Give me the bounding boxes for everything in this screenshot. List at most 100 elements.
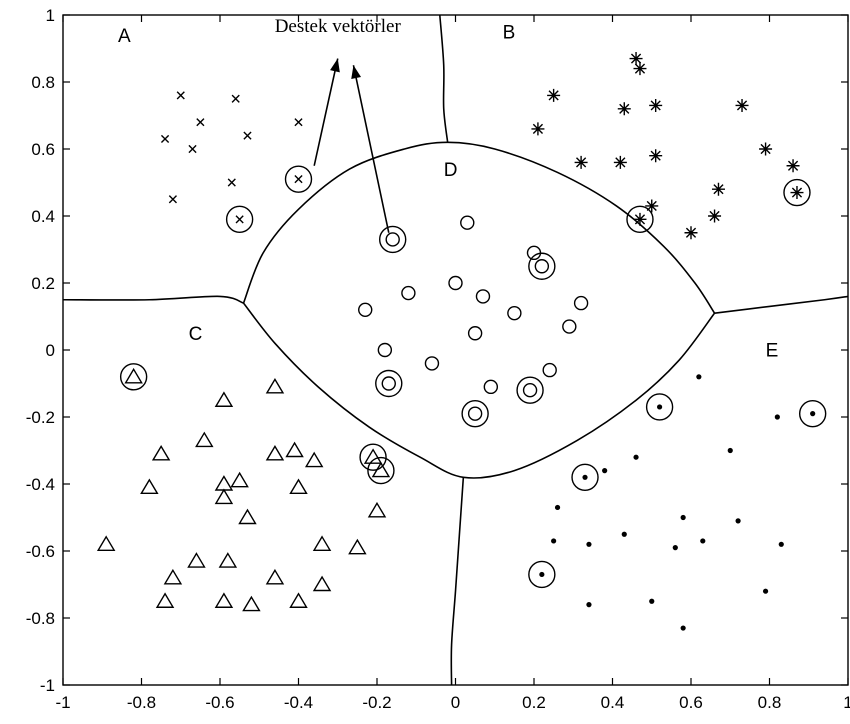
point-triangle bbox=[155, 592, 175, 608]
point-dot bbox=[582, 474, 588, 480]
boundary-D-top bbox=[242, 141, 716, 314]
x-tick-label: -0.4 bbox=[284, 693, 313, 712]
region-label-C: C bbox=[189, 324, 203, 345]
annotation-arrow bbox=[313, 58, 339, 166]
y-tick-label: 0.2 bbox=[31, 274, 55, 293]
point-dot bbox=[602, 468, 608, 474]
y-tick-label: -0.6 bbox=[26, 542, 55, 561]
point-dot bbox=[586, 602, 592, 608]
point-circle bbox=[507, 305, 522, 321]
x-axis-ticks: -1 -0.8 -0.6 -0.4 -0.2 0 0.2 0.4 0.6 0.8 1 bbox=[55, 15, 850, 712]
point-dot bbox=[727, 447, 733, 454]
y-tick-label: -0.4 bbox=[26, 475, 55, 494]
point-triangle bbox=[124, 367, 143, 384]
x-tick-label: 0.8 bbox=[758, 693, 782, 712]
point-x bbox=[188, 144, 197, 154]
point-circle bbox=[385, 232, 400, 247]
region-label-A: A bbox=[118, 26, 131, 47]
point-star bbox=[790, 186, 804, 200]
point-dot bbox=[778, 541, 784, 547]
support-vector-ring bbox=[528, 560, 556, 589]
point-dot bbox=[621, 531, 627, 537]
y-tick-label: 0.6 bbox=[31, 140, 55, 159]
point-circle bbox=[467, 406, 483, 421]
point-dot bbox=[649, 598, 655, 604]
point-triangle bbox=[363, 448, 383, 464]
point-star bbox=[531, 122, 545, 136]
point-triangle bbox=[214, 592, 234, 608]
point-dot bbox=[700, 538, 706, 544]
point-dot bbox=[680, 625, 686, 631]
point-x bbox=[168, 195, 177, 204]
point-circle bbox=[542, 362, 557, 378]
point-star bbox=[649, 149, 663, 163]
y-tick-label: 0.4 bbox=[31, 207, 55, 226]
point-dot bbox=[657, 404, 663, 410]
y-tick-label: -0.8 bbox=[26, 609, 55, 628]
point-triangle bbox=[285, 441, 304, 458]
point-circle bbox=[401, 285, 416, 301]
point-dot bbox=[680, 514, 686, 521]
point-triangle bbox=[214, 391, 234, 407]
x-tick-label: 0.6 bbox=[679, 693, 703, 712]
support-vector-ring bbox=[225, 205, 254, 234]
region-label-B: B bbox=[503, 22, 516, 43]
x-tick-label: 1 bbox=[843, 693, 850, 712]
point-circle bbox=[377, 342, 393, 358]
point-star bbox=[633, 62, 647, 76]
support-vector-ring bbox=[516, 376, 544, 404]
point-star bbox=[613, 155, 627, 169]
support-vector-rings bbox=[119, 165, 827, 589]
support-vector-annotation: Destek vektörler bbox=[275, 16, 401, 233]
point-circle bbox=[534, 259, 550, 274]
point-x bbox=[231, 94, 240, 103]
x-tick-label: 0.2 bbox=[522, 693, 546, 712]
point-dot bbox=[633, 454, 639, 460]
support-vector-ring bbox=[375, 369, 403, 398]
support-vector-ring bbox=[571, 463, 599, 491]
point-dot bbox=[551, 538, 557, 544]
support-vector-ring bbox=[119, 363, 148, 391]
point-x bbox=[235, 215, 244, 224]
boundary-C-E bbox=[450, 477, 465, 686]
point-triangle bbox=[214, 488, 234, 505]
support-vector-ring bbox=[528, 252, 556, 280]
point-dot bbox=[810, 411, 816, 417]
point-triangle bbox=[187, 552, 206, 568]
point-triangle bbox=[304, 451, 324, 468]
support-vector-ring bbox=[461, 399, 489, 428]
x-tick-label: 0.4 bbox=[601, 693, 625, 712]
boundary-B-E bbox=[714, 295, 849, 314]
point-star bbox=[547, 88, 561, 102]
point-dot bbox=[696, 374, 702, 380]
point-circle bbox=[467, 326, 483, 341]
point-star bbox=[711, 182, 725, 196]
x-tick-label: 0 bbox=[451, 693, 460, 712]
annotation-arrow bbox=[352, 65, 390, 233]
point-star bbox=[629, 52, 643, 66]
point-triangle bbox=[163, 568, 183, 585]
point-dot bbox=[774, 414, 780, 420]
y-tick-label: 1 bbox=[46, 6, 55, 25]
data-points bbox=[96, 52, 816, 631]
region-labels: A B C D E bbox=[118, 22, 778, 361]
boundary-A-C bbox=[62, 295, 244, 304]
point-star bbox=[759, 142, 773, 156]
point-x bbox=[294, 118, 303, 127]
point-triangle bbox=[151, 444, 171, 461]
point-star bbox=[633, 212, 647, 226]
point-x bbox=[196, 118, 205, 127]
y-tick-label: -0.2 bbox=[26, 408, 55, 427]
point-circle bbox=[483, 379, 499, 395]
point-triangle bbox=[312, 575, 332, 592]
region-label-E: E bbox=[766, 341, 779, 362]
point-star bbox=[786, 159, 800, 173]
point-circle bbox=[381, 376, 396, 391]
point-dot bbox=[762, 588, 769, 594]
point-triangle bbox=[140, 478, 159, 495]
annotation-arrowhead bbox=[330, 58, 340, 73]
support-vector-ring bbox=[626, 205, 654, 234]
support-vector-ring bbox=[379, 225, 407, 254]
point-x bbox=[160, 134, 170, 144]
